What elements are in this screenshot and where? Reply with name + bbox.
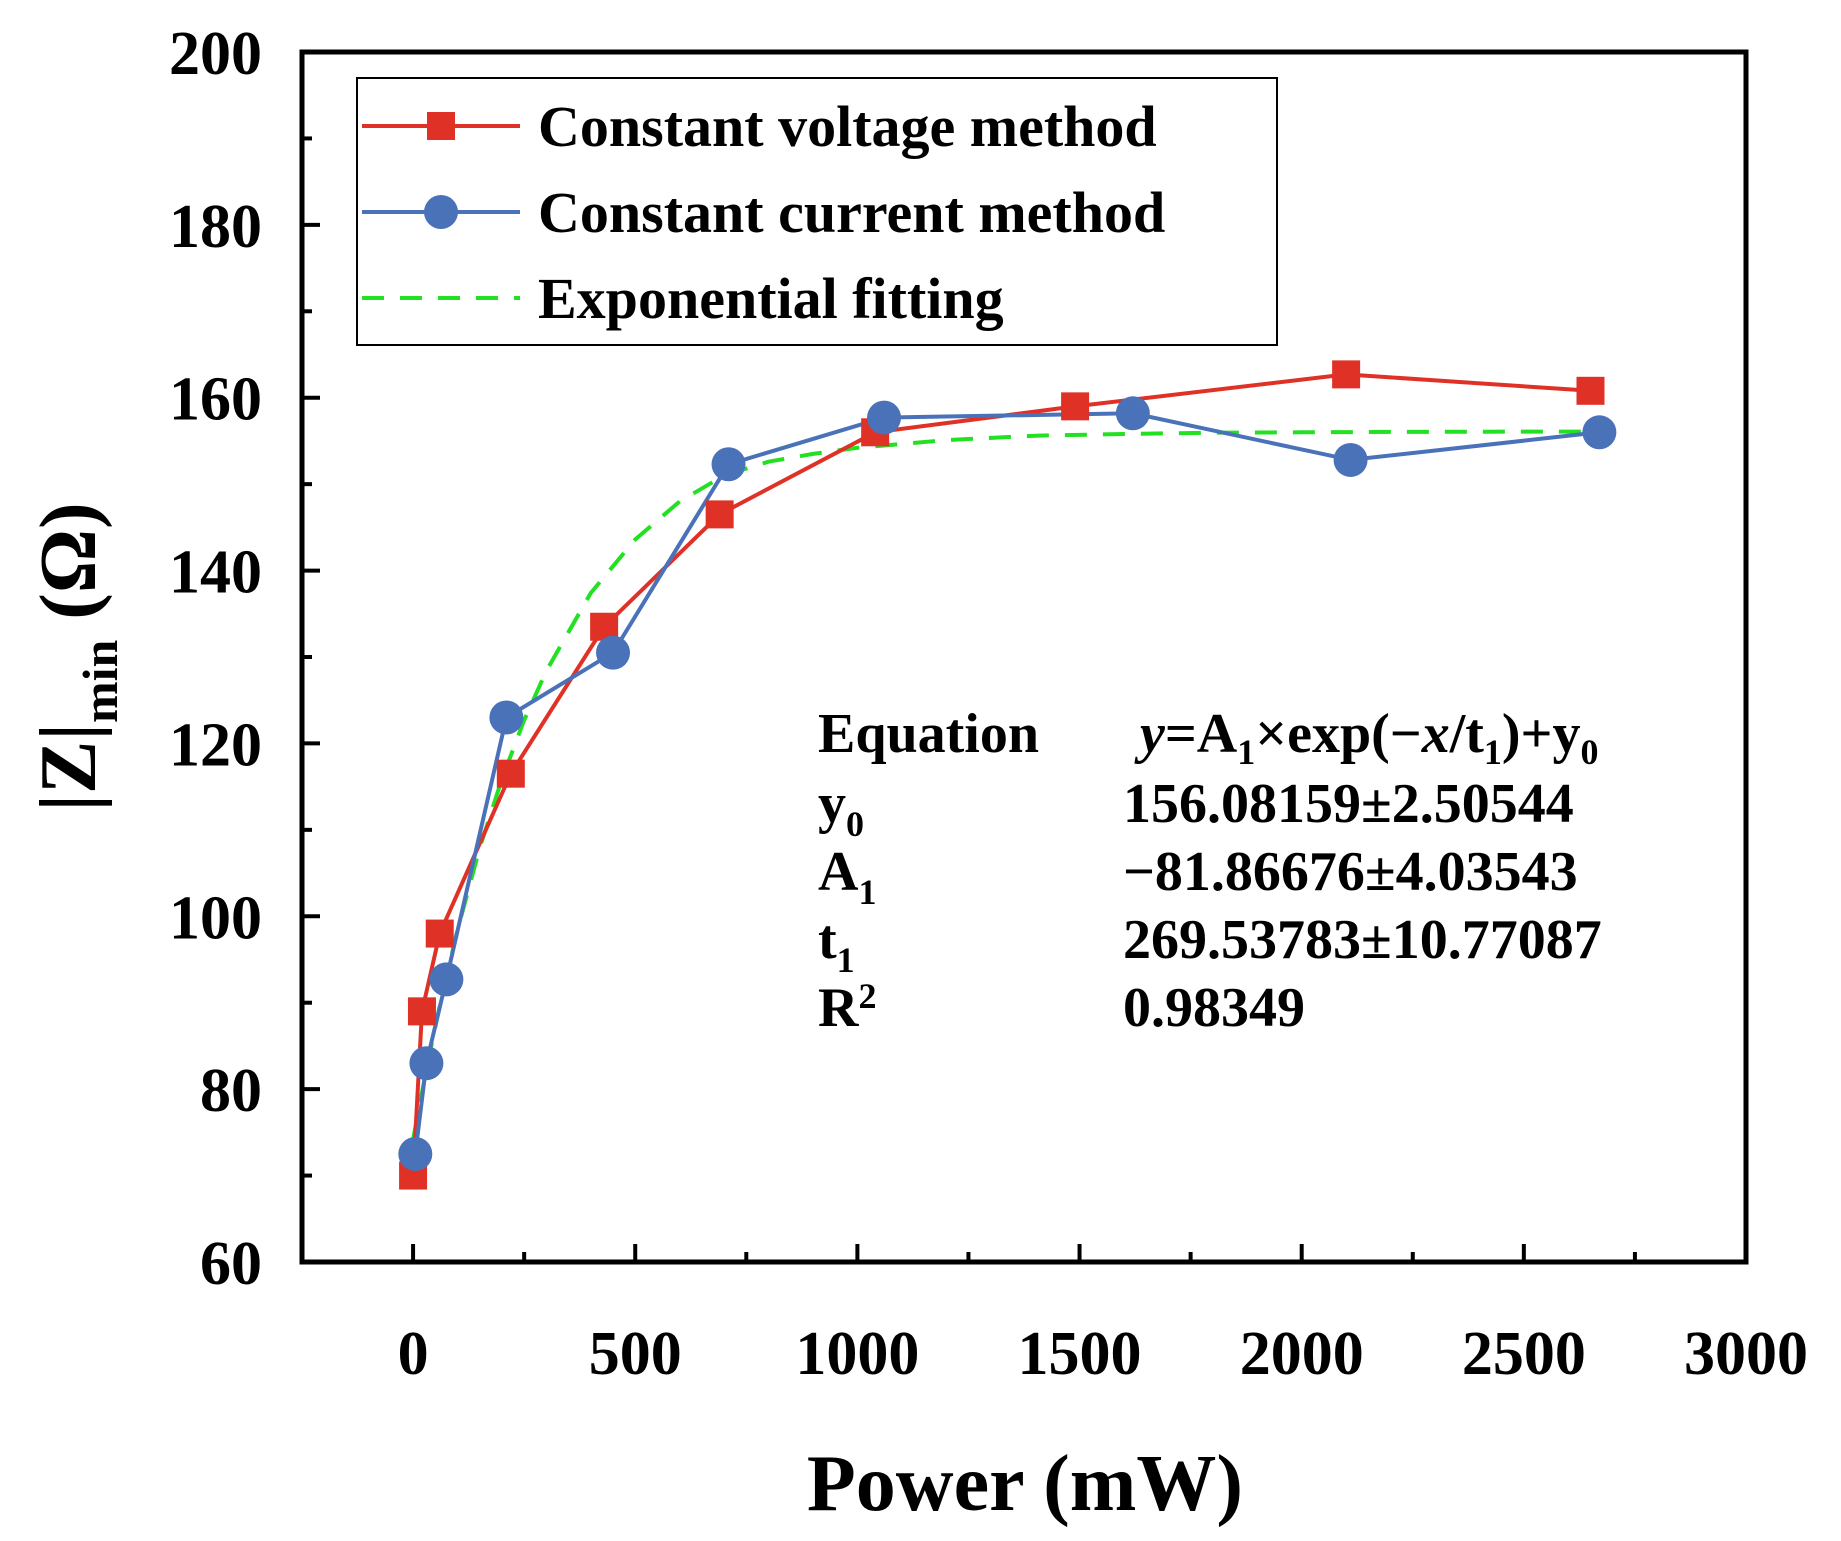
x-tick-label: 0 — [398, 1320, 429, 1388]
eq-close: )+y — [1502, 703, 1581, 765]
plot-frame — [299, 49, 1749, 1265]
fit-row-label: Equation — [818, 703, 1039, 765]
x-tick-label: 2500 — [1462, 1320, 1586, 1388]
series-line — [411, 429, 1591, 1140]
legend-label: Exponential fitting — [538, 266, 1004, 331]
x-tick-label: 1000 — [795, 1320, 919, 1388]
data-point-circle — [398, 1136, 433, 1171]
fit-row-value: 156.08159±2.50544 — [1123, 773, 1574, 835]
data-point-square — [1061, 392, 1090, 421]
tick-labels-layer: 0 500 1000 1500 2000 2500 30006080100120140160… — [169, 20, 1808, 1388]
data-point-square — [496, 759, 525, 788]
eq-sub1: 1 — [1237, 732, 1255, 772]
legend-marker-square — [427, 112, 455, 140]
data-point-circle — [1582, 415, 1617, 450]
y-tick-label: 200 — [169, 20, 262, 88]
y-axis-title-main: |Z| — [25, 723, 113, 812]
data-point-circle — [489, 700, 524, 735]
data-point-circle — [1333, 442, 1368, 477]
data-point-circle — [596, 635, 631, 670]
series-layer — [398, 360, 1617, 1190]
y-tick-label: 180 — [169, 193, 262, 261]
eq-a: =A — [1165, 703, 1238, 765]
legend-label: Constant current method — [538, 180, 1165, 245]
y-tick-label: 80 — [200, 1057, 262, 1125]
data-point-square — [1576, 376, 1605, 405]
legend-marker-circle — [424, 195, 458, 229]
y-tick-label: 100 — [169, 884, 262, 952]
fit-row-value: 0.98349 — [1123, 977, 1305, 1039]
y-tick-label: 120 — [169, 711, 262, 779]
legend-items: Constant voltage method Constant current … — [362, 94, 1165, 331]
y-axis-title: |Z|min (Ω) — [25, 502, 128, 811]
y-axis-title-unit: (Ω) — [25, 502, 113, 639]
data-point-square — [1332, 360, 1361, 389]
eq-sub2: 1 — [1484, 732, 1502, 772]
fit-row-label: R2 — [818, 976, 876, 1039]
fit-row-value: 269.53783±10.77087 — [1123, 909, 1602, 971]
y-tick-label: 60 — [200, 1230, 262, 1298]
eq-slash: /t — [1449, 703, 1485, 765]
eq-x: x — [1421, 703, 1450, 765]
eq-sub3: 0 — [1580, 732, 1598, 772]
fit-equation: y=A1×exp(−x/t1)+y0 — [1134, 703, 1598, 772]
x-tick-label: 2000 — [1240, 1320, 1364, 1388]
eq-y: y — [1134, 703, 1166, 765]
fit-row-value: −81.86676±4.03543 — [1123, 841, 1578, 903]
fit-row-label: t1 — [818, 909, 855, 980]
data-point-circle — [1115, 396, 1150, 431]
data-point-square — [407, 997, 436, 1026]
legend-label: Constant voltage method — [538, 94, 1157, 159]
x-axis-title: Power (mW) — [807, 1440, 1243, 1528]
fit-row-label: y0 — [818, 773, 864, 844]
y-tick-label: 140 — [169, 539, 262, 607]
data-point-square — [705, 500, 734, 529]
x-tick-label: 3000 — [1684, 1320, 1808, 1388]
data-point-circle — [429, 962, 464, 997]
x-tick-label: 500 — [589, 1320, 682, 1388]
data-point-circle — [711, 447, 746, 482]
data-point-circle — [867, 400, 902, 435]
data-point-square — [425, 919, 454, 948]
y-tick-label: 160 — [169, 366, 262, 434]
x-tick-label: 1500 — [1018, 1320, 1142, 1388]
series-line — [413, 411, 1600, 1155]
fit-row-label: A1 — [818, 841, 876, 912]
y-axis-title-sub: min — [72, 640, 128, 724]
legend: Constant voltage method Constant current … — [356, 77, 1278, 346]
eq-times: ×exp(− — [1255, 703, 1421, 765]
data-point-circle — [409, 1046, 444, 1081]
